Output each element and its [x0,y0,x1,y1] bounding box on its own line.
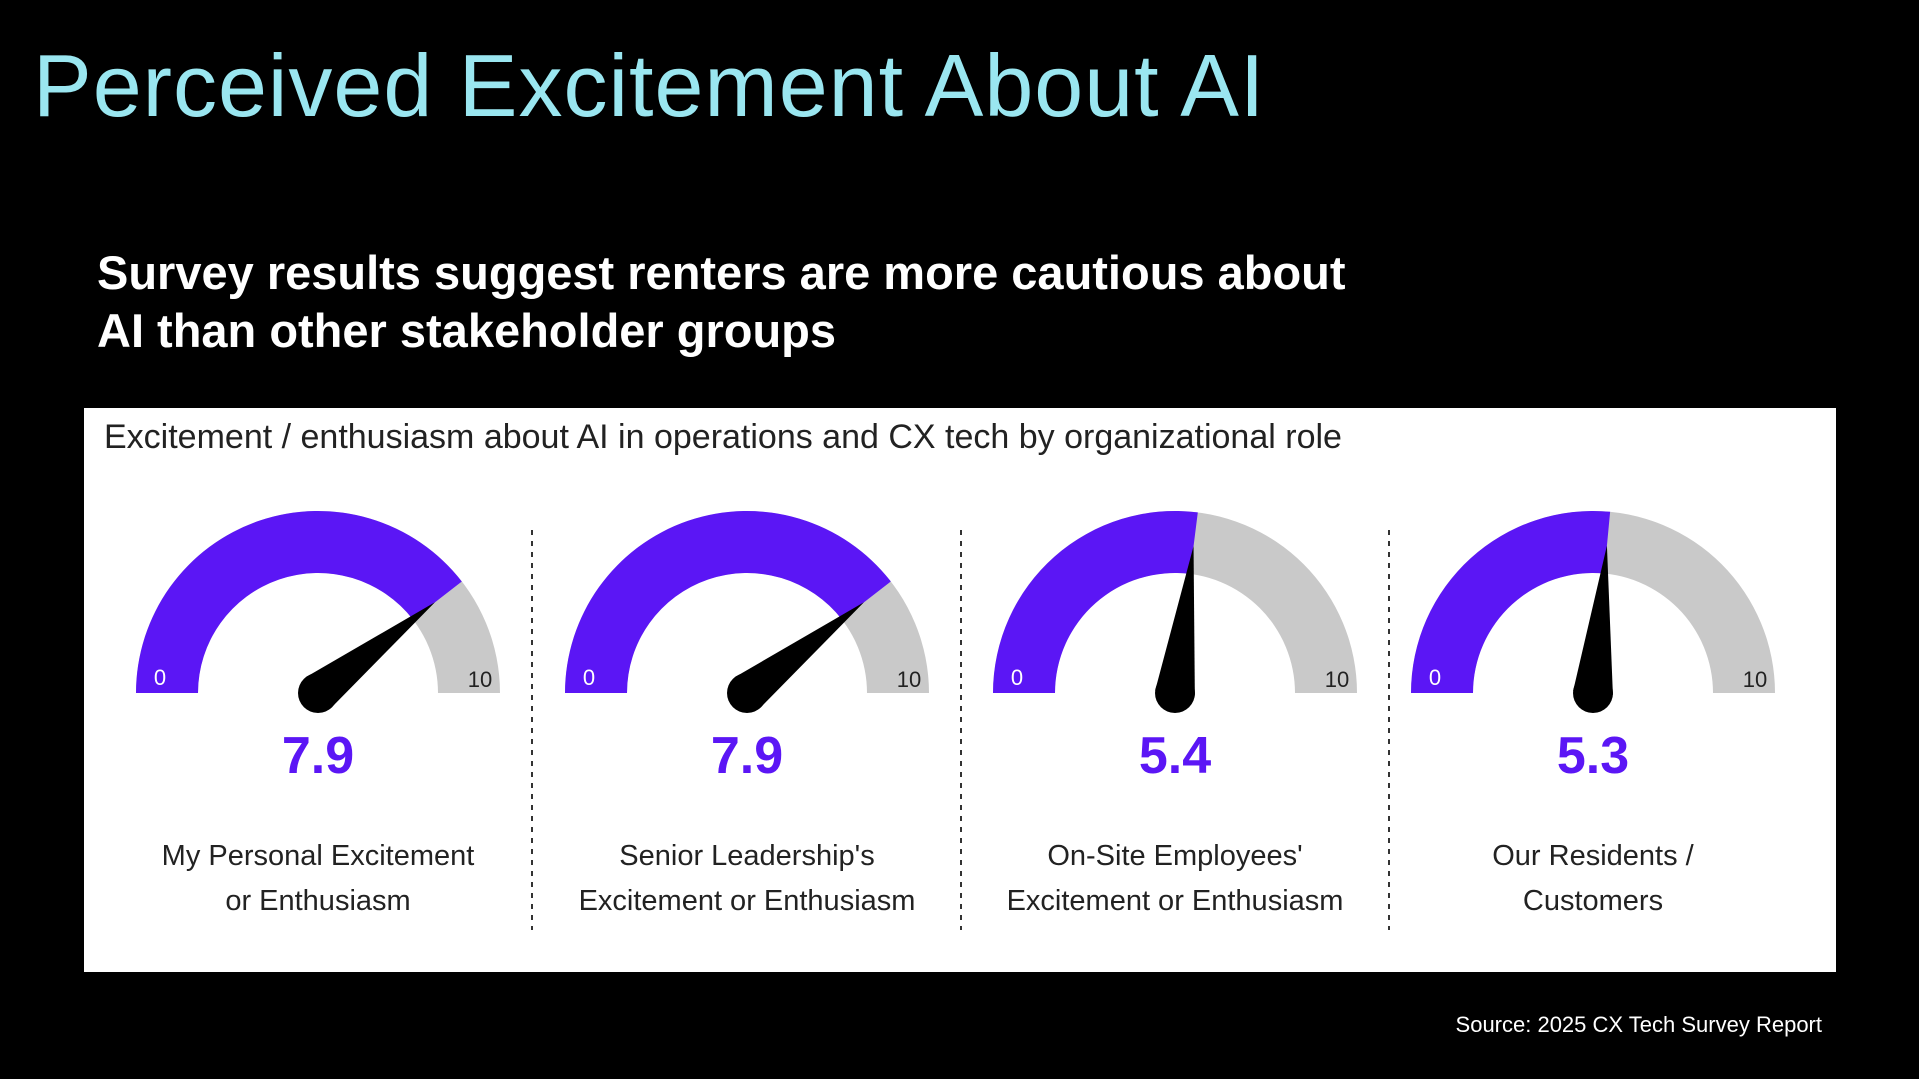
source-note: Source: 2025 CX Tech Survey Report [1455,1012,1822,1037]
gauge-value: 7.9 [282,727,354,785]
gauge-max-label: 10 [1325,667,1349,692]
gauge-max-label: 10 [897,667,921,692]
gauge-value: 5.3 [1557,727,1629,785]
slide-title: Perceived Excitement About AI [33,36,1266,135]
gauge-min-label: 0 [583,665,595,690]
chart-panel: Excitement / enthusiasm about AI in oper… [84,408,1836,972]
gauge-label-line-1: My Personal Excitement [161,840,475,872]
gauge-max-label: 10 [468,667,492,692]
gauge-4: 0 10 5.3 [1411,511,1775,785]
needle-hub [298,673,338,713]
gauge-label-line-1: On-Site Employees' [1047,840,1303,872]
gauge-label: Our Residents / Customers [1383,834,1803,924]
gauge-1: 0 10 7.9 [136,511,500,785]
needle-blade [1155,546,1195,696]
chart-title: Excitement / enthusiasm about AI in oper… [104,418,1342,456]
gauge-label: Senior Leadership's Excitement or Enthusi… [537,834,957,924]
gauge-label-line-2: Customers [1522,885,1664,917]
slide-subtitle: Survey results suggest renters are more … [97,244,1346,360]
gauge-needle [1155,546,1195,713]
subtitle-line-1: Survey results suggest renters are more … [97,246,1346,299]
gauge-needle [298,602,435,713]
gauge-label-line-2: or Enthusiasm [225,885,411,917]
gauge-label-line-1: Senior Leadership's [619,840,875,872]
gauge-chart: 0 10 7.9 0 10 7.9 0 10 5.4 0 10 5.3 [136,510,1775,930]
gauge-needle [1573,545,1613,713]
gauge-2: 0 10 7.9 [565,510,929,785]
needle-blade [1573,545,1613,695]
needle-blade [305,602,435,709]
gauge-label-line-1: Our Residents / [1492,840,1694,872]
gauge-min-label: 0 [1011,665,1023,690]
gauge-value: 5.4 [1139,727,1211,785]
gauge-label-line-2: Excitement or Enthusiasm [1006,885,1344,917]
gauge-min-label: 0 [154,665,166,690]
gauge-fill [993,511,1198,693]
needle-hub [1573,673,1613,713]
gauge-min-label: 0 [1429,665,1441,690]
gauge-fill [565,510,891,693]
gauge-value: 7.9 [711,727,783,785]
gauge-max-label: 10 [1743,667,1767,692]
gauge-3: 0 10 5.4 [993,511,1357,785]
gauge-label: On-Site Employees' Excitement or Enthusia… [965,834,1385,924]
gauge-needle [727,602,864,713]
needle-hub [1155,673,1195,713]
gauge-label: My Personal Excitement or Enthusiasm [108,834,528,924]
gauge-fill [1411,511,1611,693]
gauge-fill [136,511,462,693]
gauge-label-line-2: Excitement or Enthusiasm [578,885,916,917]
needle-blade [734,602,864,709]
needle-hub [727,673,767,713]
subtitle-line-2: AI than other stakeholder groups [97,304,837,357]
